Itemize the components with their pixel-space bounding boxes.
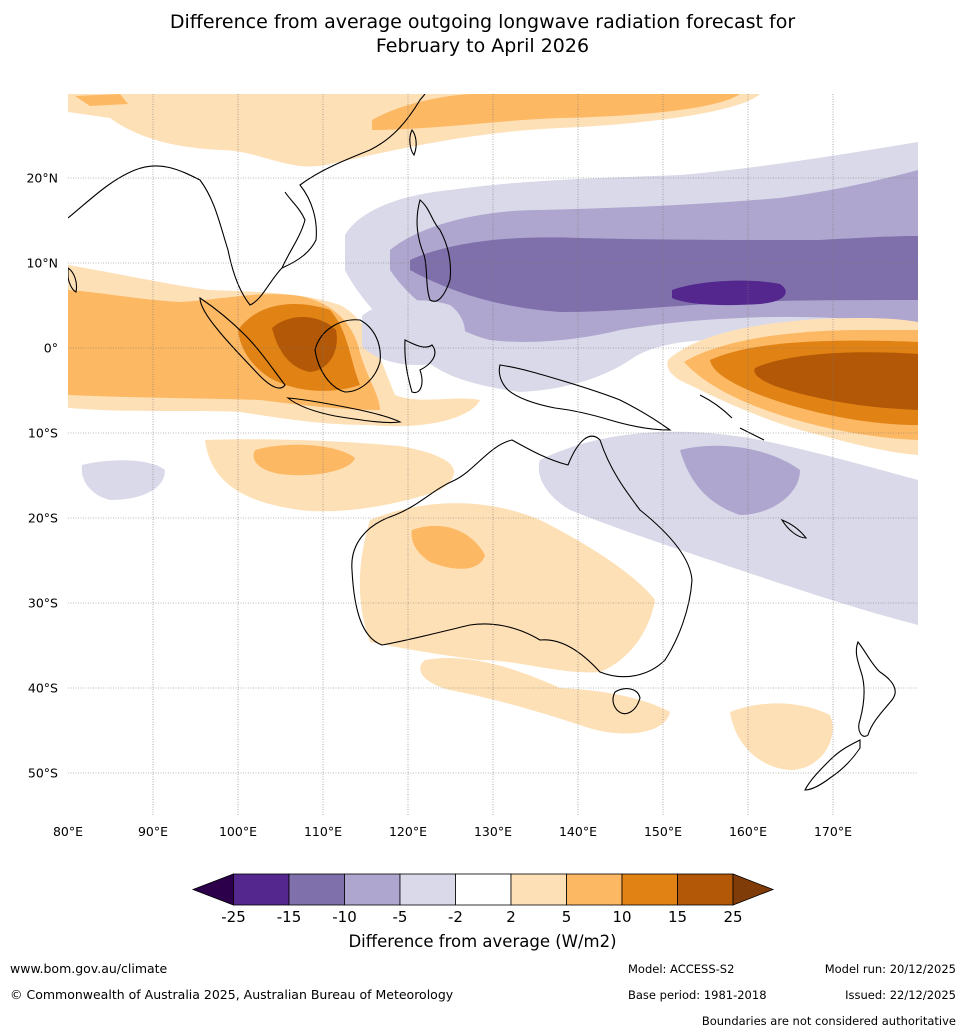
colorbar-segment	[621, 873, 678, 906]
australia-coastline	[351, 435, 693, 678]
colorbar-tick-label: -2	[448, 908, 463, 926]
colorbar-title: Difference from average (W/m2)	[348, 932, 617, 951]
colorbar-tick-label: 10	[612, 908, 631, 926]
latitude-label: 10°S	[28, 426, 58, 441]
positive-anomaly-south-indian-strong	[253, 444, 355, 476]
positive-anomaly-east-pacific-very-strong	[754, 352, 918, 410]
boundary-disclaimer: Boundaries are not considered authoritat…	[701, 1014, 956, 1028]
new-zealand-south-coastline	[804, 739, 861, 791]
latitude-label: 10°N	[26, 256, 58, 271]
colorbar-tick-label: 5	[562, 908, 572, 926]
indochina-coastline	[281, 191, 306, 269]
sumatra-coastline	[199, 296, 286, 389]
philippines-coastline	[416, 199, 452, 302]
colorbar-segment	[344, 873, 401, 906]
latitude-label: 50°S	[28, 766, 58, 781]
colorbar-extend-high	[732, 873, 775, 906]
colorbar	[191, 873, 775, 906]
negative-anomaly-maritime	[362, 300, 465, 366]
colorbar-tick-label: 25	[723, 908, 742, 926]
negative-anomaly-strong	[410, 236, 918, 312]
sulawesi-coastline	[404, 339, 436, 394]
title-line-2: February to April 2026	[375, 35, 590, 57]
latitude-label: 40°S	[28, 681, 58, 696]
positive-anomaly-bass-strait	[420, 658, 670, 734]
negative-anomaly-very-strong	[672, 280, 786, 306]
taiwan-coastline	[409, 128, 417, 157]
longitude-label: 130°E	[474, 824, 512, 839]
colorbar-segment	[288, 873, 345, 906]
positive-anomaly-north-strong	[372, 94, 740, 130]
asia-mainland-coastline	[68, 94, 426, 306]
longitude-label: 80°E	[53, 824, 83, 839]
negative-anomaly-south-pacific	[538, 431, 918, 625]
model-name: Model: ACCESS-S2	[628, 962, 735, 976]
new-zealand-north-coastline	[855, 640, 896, 737]
copyright-text: © Commonwealth of Australia 2025, Austra…	[10, 987, 454, 1002]
latitude-label: 30°S	[28, 596, 58, 611]
chart-title: Difference from average outgoing longwav…	[0, 10, 965, 58]
colorbar-extend-low	[191, 873, 234, 906]
graticule	[68, 94, 918, 815]
longitude-label: 110°E	[304, 824, 342, 839]
longitude-label: 170°E	[814, 824, 852, 839]
base-period: Base period: 1981-2018	[628, 988, 767, 1002]
latitude-label: 20°N	[26, 171, 58, 186]
issued-date: Issued: 22/12/2025	[845, 988, 956, 1002]
title-line-1: Difference from average outgoing longwav…	[169, 11, 796, 33]
positive-anomaly-australia-strong	[411, 525, 485, 569]
colorbar-tick-label: -15	[277, 908, 302, 926]
longitude-label: 150°E	[644, 824, 682, 839]
tasmania-coastline	[612, 688, 641, 715]
colorbar-tick-label: 15	[668, 908, 687, 926]
new-guinea-coastline	[498, 364, 672, 431]
java-coastline	[286, 397, 402, 424]
positive-anomaly-very-strong	[272, 316, 337, 372]
longitude-label: 140°E	[559, 824, 597, 839]
positive-anomaly-north-patch	[75, 94, 128, 106]
colorbar-segment	[233, 873, 290, 906]
longitude-label: 160°E	[729, 824, 767, 839]
colorbar-segment	[566, 873, 623, 906]
latitude-label: 20°S	[28, 511, 58, 526]
colorbar-segment	[399, 873, 456, 906]
colorbar-tick-label: -10	[332, 908, 357, 926]
colorbar-segment	[455, 873, 512, 906]
coastlines	[68, 94, 896, 791]
colorbar-tick-label: -25	[221, 908, 246, 926]
longitude-label: 100°E	[219, 824, 257, 839]
negative-anomaly-indian-west	[81, 460, 165, 500]
longitude-labels: 80°E 90°E 100°E 110°E 120°E 130°E 140°E 150°E 16…	[53, 824, 852, 839]
model-run-date: Model run: 20/12/2025	[824, 962, 956, 976]
borneo-coastline	[314, 319, 381, 393]
sri-lanka-coastline	[68, 267, 78, 293]
longitude-label: 120°E	[389, 824, 427, 839]
new-caledonia-coastline	[780, 518, 808, 539]
latitude-label: 0°	[44, 341, 58, 356]
solomon-islands-coastline	[699, 394, 765, 441]
positive-anomaly-tasman	[730, 703, 833, 770]
colorbar-tick-labels: -25 -15 -10 -5 -2 2 5 10 15 25	[221, 908, 742, 926]
colorbar-tick-label: -5	[393, 908, 408, 926]
colorbar-segment	[510, 873, 567, 906]
longitude-label: 90°E	[138, 824, 168, 839]
negative-anomaly-south-pacific-moderate	[680, 445, 800, 515]
colorbar-tick-label: 2	[506, 908, 516, 926]
colorbar-segment	[677, 873, 734, 906]
latitude-labels: 20°N 10°N 0° 10°S 20°S 30°S 40°S 50°S	[26, 171, 58, 781]
website-link[interactable]: www.bom.gov.au/climate	[10, 961, 168, 976]
